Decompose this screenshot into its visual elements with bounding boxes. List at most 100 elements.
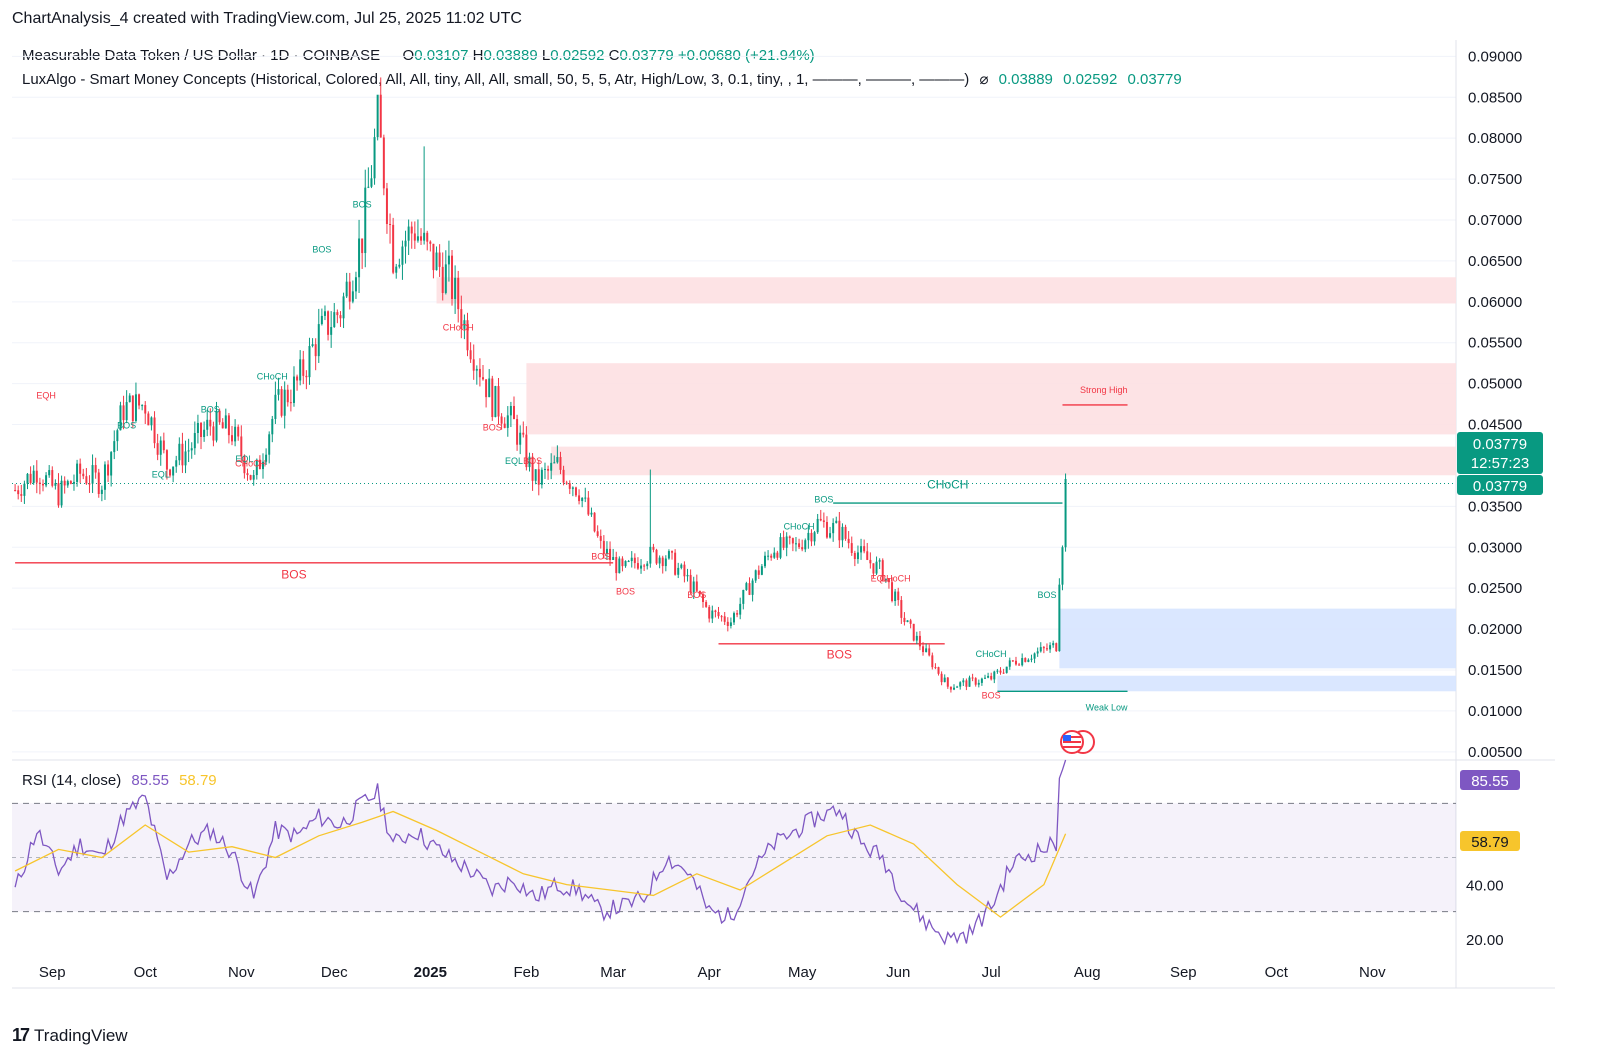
smc-label-16: CHoCH: [784, 521, 815, 531]
candle-body-321: [1008, 660, 1011, 667]
price-tick-7: 0.05500: [1468, 335, 1522, 352]
price-axis[interactable]: 0.09000 0.08500 0.08000 0.07500 0.07000 0.065…: [1466, 48, 1522, 948]
candle-body-221: [698, 590, 701, 595]
candle-body-132: [423, 232, 426, 241]
candle-body-12: [51, 470, 54, 486]
candle-body-82: [268, 434, 271, 455]
order-block-zones: [436, 277, 1457, 692]
candle-body-210: [664, 558, 667, 567]
candle-body-33: [116, 430, 119, 442]
candle-body-204: [646, 563, 649, 567]
candle-body-7: [35, 470, 38, 483]
candle-body-234: [739, 603, 742, 615]
candle-body-44: [150, 417, 153, 426]
candle-body-205: [649, 546, 652, 564]
candle-body-111: [358, 238, 361, 278]
candle-body-264: [832, 522, 835, 534]
candle-body-232: [733, 613, 735, 623]
smc-label-14: BOS: [616, 587, 635, 597]
candle-body-135: [432, 243, 435, 271]
candle-body-183: [581, 497, 584, 502]
candle-body-280: [881, 560, 884, 581]
rsi-ma-badge: [1460, 831, 1520, 851]
price-tick-10: 0.03500: [1468, 498, 1522, 515]
candle-body-159: [506, 415, 509, 428]
candle-body-245: [773, 552, 776, 558]
candle-body-137: [438, 252, 441, 267]
candle-body-298: [937, 667, 940, 674]
time-tick-3: Dec: [321, 964, 348, 981]
candle-body-142: [454, 277, 457, 299]
tradingview-logo-icon: 17: [12, 1025, 30, 1045]
high-value: 0.03889: [483, 47, 538, 64]
candle-body-284: [894, 591, 897, 602]
candle-body-19: [72, 481, 75, 484]
smc-label-0: EQH: [36, 390, 56, 400]
candle-body-71: [234, 426, 237, 442]
candle-body-6: [32, 470, 35, 483]
candle-body-14: [57, 483, 60, 506]
smc-label-6: CHoCH: [257, 372, 288, 382]
time-tick-13: Oct: [1265, 964, 1289, 981]
candle-body-119: [382, 137, 385, 189]
candle-body-178: [565, 482, 568, 484]
symbol-name: Measurable Data Token / US Dollar · 1D ·…: [22, 47, 381, 64]
candle-body-296: [931, 655, 934, 668]
candle-body-36: [125, 402, 128, 421]
candle-body-34: [119, 405, 122, 431]
candle-body-312: [980, 678, 983, 683]
candle-body-109: [351, 291, 354, 302]
candle-body-26: [94, 465, 97, 473]
candle-body-196: [621, 558, 624, 567]
candle-body-290: [912, 623, 915, 641]
indicator-value-3: 0.03779: [1127, 71, 1182, 88]
candle-body-189: [599, 535, 602, 541]
candle-body-265: [835, 520, 838, 523]
candle-body-177: [562, 469, 565, 483]
indicator-legend: LuxAlgo - Smart Money Concepts (Historic…: [22, 70, 1182, 88]
candle-body-3: [23, 483, 26, 496]
candle-body-42: [144, 405, 147, 414]
candle-body-181: [574, 487, 577, 496]
candle-body-295: [928, 648, 931, 656]
candle-body-207: [655, 549, 658, 564]
tradingview-logo[interactable]: 17 TradingView: [12, 1025, 128, 1046]
candle-body-138: [441, 266, 444, 293]
candle-body-51: [172, 466, 175, 476]
price-tick-2: 0.08000: [1468, 130, 1522, 147]
open-label: O: [402, 47, 415, 64]
candle-body-187: [593, 512, 596, 532]
candle-body-223: [705, 602, 708, 607]
close-label: C: [608, 47, 620, 64]
time-tick-10: Jul: [982, 964, 1001, 981]
candle-body-323: [1014, 660, 1017, 665]
candle-body-257: [810, 532, 813, 542]
candle-body-43: [147, 413, 150, 426]
candle-body-20: [76, 463, 79, 482]
price-badges: 0.03779 12:57:23 0.03779 85.55 58.79: [1457, 432, 1543, 851]
candle-body-238: [751, 580, 754, 595]
candle-body-90: [292, 376, 295, 403]
candle-body-67: [221, 422, 224, 429]
candle-body-228: [720, 616, 723, 618]
candle-body-115: [370, 178, 373, 187]
candle-body-23: [85, 476, 88, 484]
candle-body-193: [612, 557, 615, 560]
time-axis[interactable]: Sep Oct Nov Dec 2025 Feb Mar Apr May Jun Jul Aug Sep…: [39, 964, 1386, 981]
event-flag-icon[interactable]: [1060, 730, 1095, 754]
candle-body-258: [813, 532, 816, 542]
candle-body-198: [627, 561, 630, 563]
candle-body-60: [200, 422, 203, 437]
low-label: L: [541, 47, 551, 64]
smc-label-1: BOS: [117, 421, 136, 431]
candle-body-176: [559, 456, 562, 470]
candle-body-304: [956, 686, 959, 688]
candle-body-91: [296, 376, 299, 381]
time-tick-12: Sep: [1170, 964, 1197, 981]
smc-label-13: BOS: [591, 552, 610, 562]
candle-body-49: [165, 450, 168, 470]
indicator-name: LuxAlgo - Smart Money Concepts (Historic…: [22, 71, 970, 88]
smc-label-9: CHoCH: [443, 322, 474, 332]
candle-body-215: [680, 564, 683, 568]
